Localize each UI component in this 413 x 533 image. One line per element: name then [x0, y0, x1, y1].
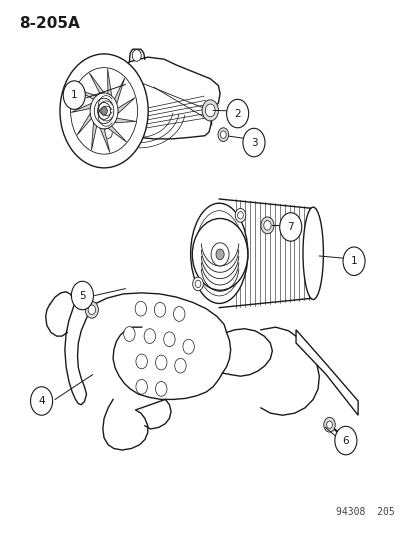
- Circle shape: [90, 93, 118, 129]
- Circle shape: [242, 128, 264, 157]
- Circle shape: [192, 219, 247, 290]
- Circle shape: [71, 281, 93, 310]
- Circle shape: [144, 329, 155, 343]
- Circle shape: [342, 247, 364, 276]
- Circle shape: [237, 212, 243, 219]
- Circle shape: [279, 213, 301, 241]
- Circle shape: [104, 128, 112, 139]
- Ellipse shape: [302, 207, 323, 300]
- Ellipse shape: [205, 104, 215, 117]
- Ellipse shape: [195, 211, 243, 296]
- Polygon shape: [89, 73, 104, 94]
- Ellipse shape: [199, 219, 238, 287]
- Circle shape: [183, 340, 194, 354]
- Circle shape: [70, 68, 137, 154]
- Ellipse shape: [218, 128, 228, 141]
- Circle shape: [174, 358, 186, 373]
- Polygon shape: [114, 78, 124, 103]
- Text: 4: 4: [38, 396, 45, 406]
- Text: 1: 1: [350, 256, 356, 266]
- Circle shape: [60, 54, 148, 168]
- Text: 2: 2: [234, 109, 240, 118]
- Circle shape: [173, 306, 185, 321]
- Circle shape: [97, 102, 110, 119]
- Ellipse shape: [190, 203, 247, 303]
- Circle shape: [323, 417, 335, 432]
- Ellipse shape: [202, 100, 218, 121]
- Circle shape: [195, 280, 200, 288]
- Circle shape: [123, 327, 135, 342]
- Polygon shape: [91, 123, 96, 150]
- Ellipse shape: [85, 301, 98, 318]
- Circle shape: [94, 98, 114, 124]
- Circle shape: [132, 50, 141, 61]
- Circle shape: [235, 208, 245, 222]
- Circle shape: [334, 426, 356, 455]
- Polygon shape: [118, 98, 135, 114]
- Polygon shape: [71, 103, 91, 112]
- Circle shape: [216, 249, 223, 260]
- Ellipse shape: [220, 131, 225, 139]
- Circle shape: [31, 387, 52, 415]
- Text: 3: 3: [250, 138, 256, 148]
- Circle shape: [100, 107, 107, 115]
- Text: 5: 5: [79, 290, 85, 301]
- Circle shape: [192, 277, 203, 291]
- Polygon shape: [108, 126, 126, 142]
- Circle shape: [135, 379, 147, 394]
- Circle shape: [155, 382, 166, 396]
- Circle shape: [155, 355, 166, 370]
- Polygon shape: [77, 114, 91, 135]
- Circle shape: [63, 81, 85, 109]
- Circle shape: [154, 302, 165, 317]
- Polygon shape: [107, 69, 112, 96]
- Polygon shape: [295, 330, 357, 415]
- Ellipse shape: [260, 217, 273, 234]
- Text: 94308  205: 94308 205: [335, 507, 394, 517]
- Ellipse shape: [263, 221, 271, 230]
- Ellipse shape: [88, 305, 95, 314]
- Circle shape: [163, 332, 175, 346]
- Text: 1: 1: [71, 90, 77, 100]
- Polygon shape: [100, 128, 109, 152]
- Text: 7: 7: [287, 222, 293, 232]
- Polygon shape: [114, 118, 135, 123]
- Text: 8-205A: 8-205A: [19, 16, 80, 31]
- Circle shape: [135, 354, 147, 369]
- Circle shape: [226, 99, 248, 128]
- Text: 6: 6: [342, 435, 348, 446]
- Circle shape: [326, 421, 332, 429]
- Polygon shape: [76, 90, 96, 99]
- Circle shape: [211, 243, 228, 266]
- Ellipse shape: [204, 228, 233, 278]
- Circle shape: [135, 301, 146, 316]
